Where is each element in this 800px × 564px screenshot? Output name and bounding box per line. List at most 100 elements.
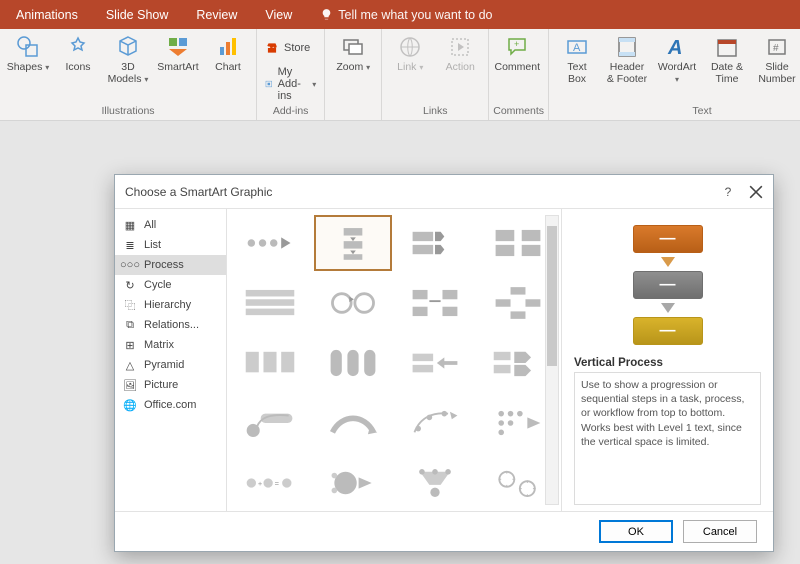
svg-text:+: + bbox=[258, 479, 262, 488]
gallery-thumb[interactable] bbox=[231, 335, 310, 391]
slidenumber-label: Slide Number bbox=[758, 61, 795, 85]
tab-animations[interactable]: Animations bbox=[2, 0, 92, 29]
preview-arrow-1 bbox=[661, 257, 675, 267]
smartart-button[interactable]: SmartArt bbox=[154, 33, 202, 75]
tab-slideshow[interactable]: Slide Show bbox=[92, 0, 183, 29]
svg-text:A: A bbox=[667, 37, 682, 59]
tab-review[interactable]: Review bbox=[182, 0, 251, 29]
gallery-thumb[interactable] bbox=[231, 275, 310, 331]
preview-panel: — — — Vertical Process Use to show a pro… bbox=[561, 209, 773, 511]
link-label: Link bbox=[397, 61, 416, 73]
all-icon: ▦ bbox=[123, 218, 137, 232]
action-label: Action bbox=[446, 61, 475, 73]
relationship-icon: ⧉ bbox=[123, 318, 137, 332]
gallery-thumb[interactable] bbox=[231, 395, 310, 451]
icons-button[interactable]: Icons bbox=[54, 33, 102, 75]
group-comments: + Comment Comments bbox=[489, 29, 549, 120]
textbox-icon: A bbox=[565, 35, 589, 59]
preview-figure: — — — bbox=[574, 219, 761, 345]
chart-label: Chart bbox=[215, 61, 241, 73]
gallery-scrollbar[interactable] bbox=[545, 215, 559, 505]
gallery-thumb[interactable]: += bbox=[231, 455, 310, 511]
slidenumber-button[interactable]: # Slide Number bbox=[753, 33, 800, 87]
store-button[interactable]: Store bbox=[261, 39, 320, 57]
textbox-button[interactable]: A Text Box bbox=[553, 33, 601, 87]
tab-view[interactable]: View bbox=[251, 0, 306, 29]
lightbulb-icon bbox=[320, 8, 333, 21]
gallery-thumb[interactable] bbox=[314, 335, 393, 391]
tell-me-search[interactable]: Tell me what you want to do bbox=[306, 0, 506, 29]
wordart-button[interactable]: A WordArt ▾ bbox=[653, 33, 701, 87]
store-icon bbox=[265, 41, 279, 55]
icons-label: Icons bbox=[65, 61, 90, 73]
datetime-button[interactable]: Date & Time bbox=[703, 33, 751, 87]
cycle-icon: ↻ bbox=[123, 278, 137, 292]
comment-icon: + bbox=[505, 35, 529, 59]
dialog-footer: OK Cancel bbox=[115, 511, 773, 551]
datetime-icon bbox=[715, 35, 739, 59]
link-icon bbox=[398, 35, 422, 59]
gallery-thumb[interactable] bbox=[396, 275, 475, 331]
process-icon: ○○○ bbox=[123, 258, 137, 272]
category-matrix[interactable]: ⊞Matrix bbox=[115, 335, 226, 355]
category-officecom[interactable]: 🌐Office.com bbox=[115, 395, 226, 415]
group-links-label: Links bbox=[386, 105, 484, 118]
gallery-thumb[interactable] bbox=[396, 335, 475, 391]
headerfooter-label: Header & Footer bbox=[607, 61, 647, 85]
dialog-help-button[interactable]: ? bbox=[721, 185, 735, 199]
cancel-button[interactable]: Cancel bbox=[683, 520, 757, 543]
headerfooter-icon bbox=[615, 35, 639, 59]
category-list: ▦All ≣List ○○○Process ↻Cycle ⿻Hierarchy … bbox=[115, 209, 227, 511]
comment-label: Comment bbox=[495, 61, 541, 73]
gallery-thumb[interactable] bbox=[231, 215, 310, 271]
action-button[interactable]: Action bbox=[436, 33, 484, 75]
category-hierarchy[interactable]: ⿻Hierarchy bbox=[115, 295, 226, 315]
cube-icon bbox=[116, 35, 140, 59]
headerfooter-button[interactable]: Header & Footer bbox=[603, 33, 651, 87]
matrix-icon: ⊞ bbox=[123, 338, 137, 352]
zoom-button[interactable]: Zoom ▾ bbox=[329, 33, 377, 75]
gallery-thumb[interactable] bbox=[314, 455, 393, 511]
3dmodels-button[interactable]: 3D Models ▾ bbox=[104, 33, 152, 87]
category-all[interactable]: ▦All bbox=[115, 215, 226, 235]
store-label: Store bbox=[284, 42, 310, 54]
gallery-thumb[interactable] bbox=[314, 275, 393, 331]
wordart-label: WordArt bbox=[658, 61, 696, 73]
preview-arrow-2 bbox=[661, 303, 675, 313]
group-addins-label: Add-ins bbox=[261, 105, 320, 118]
category-list-item[interactable]: ≣List bbox=[115, 235, 226, 255]
textbox-label: Text Box bbox=[567, 61, 586, 85]
globe-icon: 🌐 bbox=[123, 398, 137, 412]
gallery-thumb-selected[interactable] bbox=[314, 215, 393, 271]
dialog-titlebar: Choose a SmartArt Graphic ? bbox=[115, 175, 773, 209]
gallery-thumb[interactable] bbox=[314, 395, 393, 451]
category-picture[interactable]: 🖼Picture bbox=[115, 375, 226, 395]
link-button[interactable]: Link ▾ bbox=[386, 33, 434, 75]
preview-box-2: — bbox=[633, 271, 703, 299]
zoom-label: Zoom bbox=[336, 61, 363, 73]
dialog-close-button[interactable] bbox=[749, 185, 763, 199]
preview-name: Vertical Process bbox=[574, 357, 761, 369]
close-icon bbox=[749, 185, 763, 199]
preview-box-3: — bbox=[633, 317, 703, 345]
action-icon bbox=[448, 35, 472, 59]
gallery-thumb[interactable] bbox=[396, 455, 475, 511]
gallery-thumb[interactable] bbox=[396, 395, 475, 451]
category-process[interactable]: ○○○Process bbox=[115, 255, 226, 275]
addins-icon bbox=[265, 77, 273, 91]
svg-text:#: # bbox=[773, 43, 779, 54]
chart-button[interactable]: Chart bbox=[204, 33, 252, 75]
category-pyramid[interactable]: △Pyramid bbox=[115, 355, 226, 375]
ok-button[interactable]: OK bbox=[599, 520, 673, 543]
myaddins-label: My Add-ins bbox=[278, 66, 308, 102]
zoom-icon bbox=[341, 35, 365, 59]
myaddins-button[interactable]: My Add-ins ▾ bbox=[261, 64, 320, 104]
category-relationship[interactable]: ⧉Relations... bbox=[115, 315, 226, 335]
comment-button[interactable]: + Comment bbox=[493, 33, 541, 75]
scrollbar-thumb[interactable] bbox=[547, 226, 557, 366]
gallery-thumb[interactable] bbox=[396, 215, 475, 271]
category-cycle[interactable]: ↻Cycle bbox=[115, 275, 226, 295]
ribbon-tabs: Animations Slide Show Review View Tell m… bbox=[0, 0, 800, 29]
smartart-icon bbox=[166, 35, 190, 59]
shapes-button[interactable]: Shapes ▾ bbox=[4, 33, 52, 75]
